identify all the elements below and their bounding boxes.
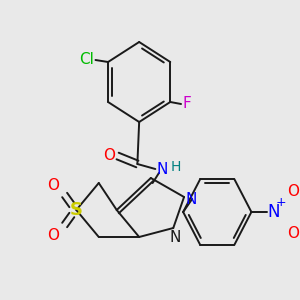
Text: O: O [47, 227, 59, 242]
Text: O: O [103, 148, 115, 164]
Text: S: S [70, 201, 83, 219]
Text: N: N [169, 230, 181, 245]
Text: -: - [299, 232, 300, 247]
Text: Cl: Cl [79, 52, 94, 68]
Text: O: O [47, 178, 59, 193]
Text: H: H [171, 160, 181, 174]
Text: N: N [186, 191, 197, 206]
Text: O: O [288, 226, 300, 241]
Text: F: F [182, 97, 191, 112]
Text: O: O [288, 184, 300, 199]
Text: +: + [276, 196, 286, 208]
Text: N: N [268, 203, 280, 221]
Text: N: N [157, 161, 168, 176]
